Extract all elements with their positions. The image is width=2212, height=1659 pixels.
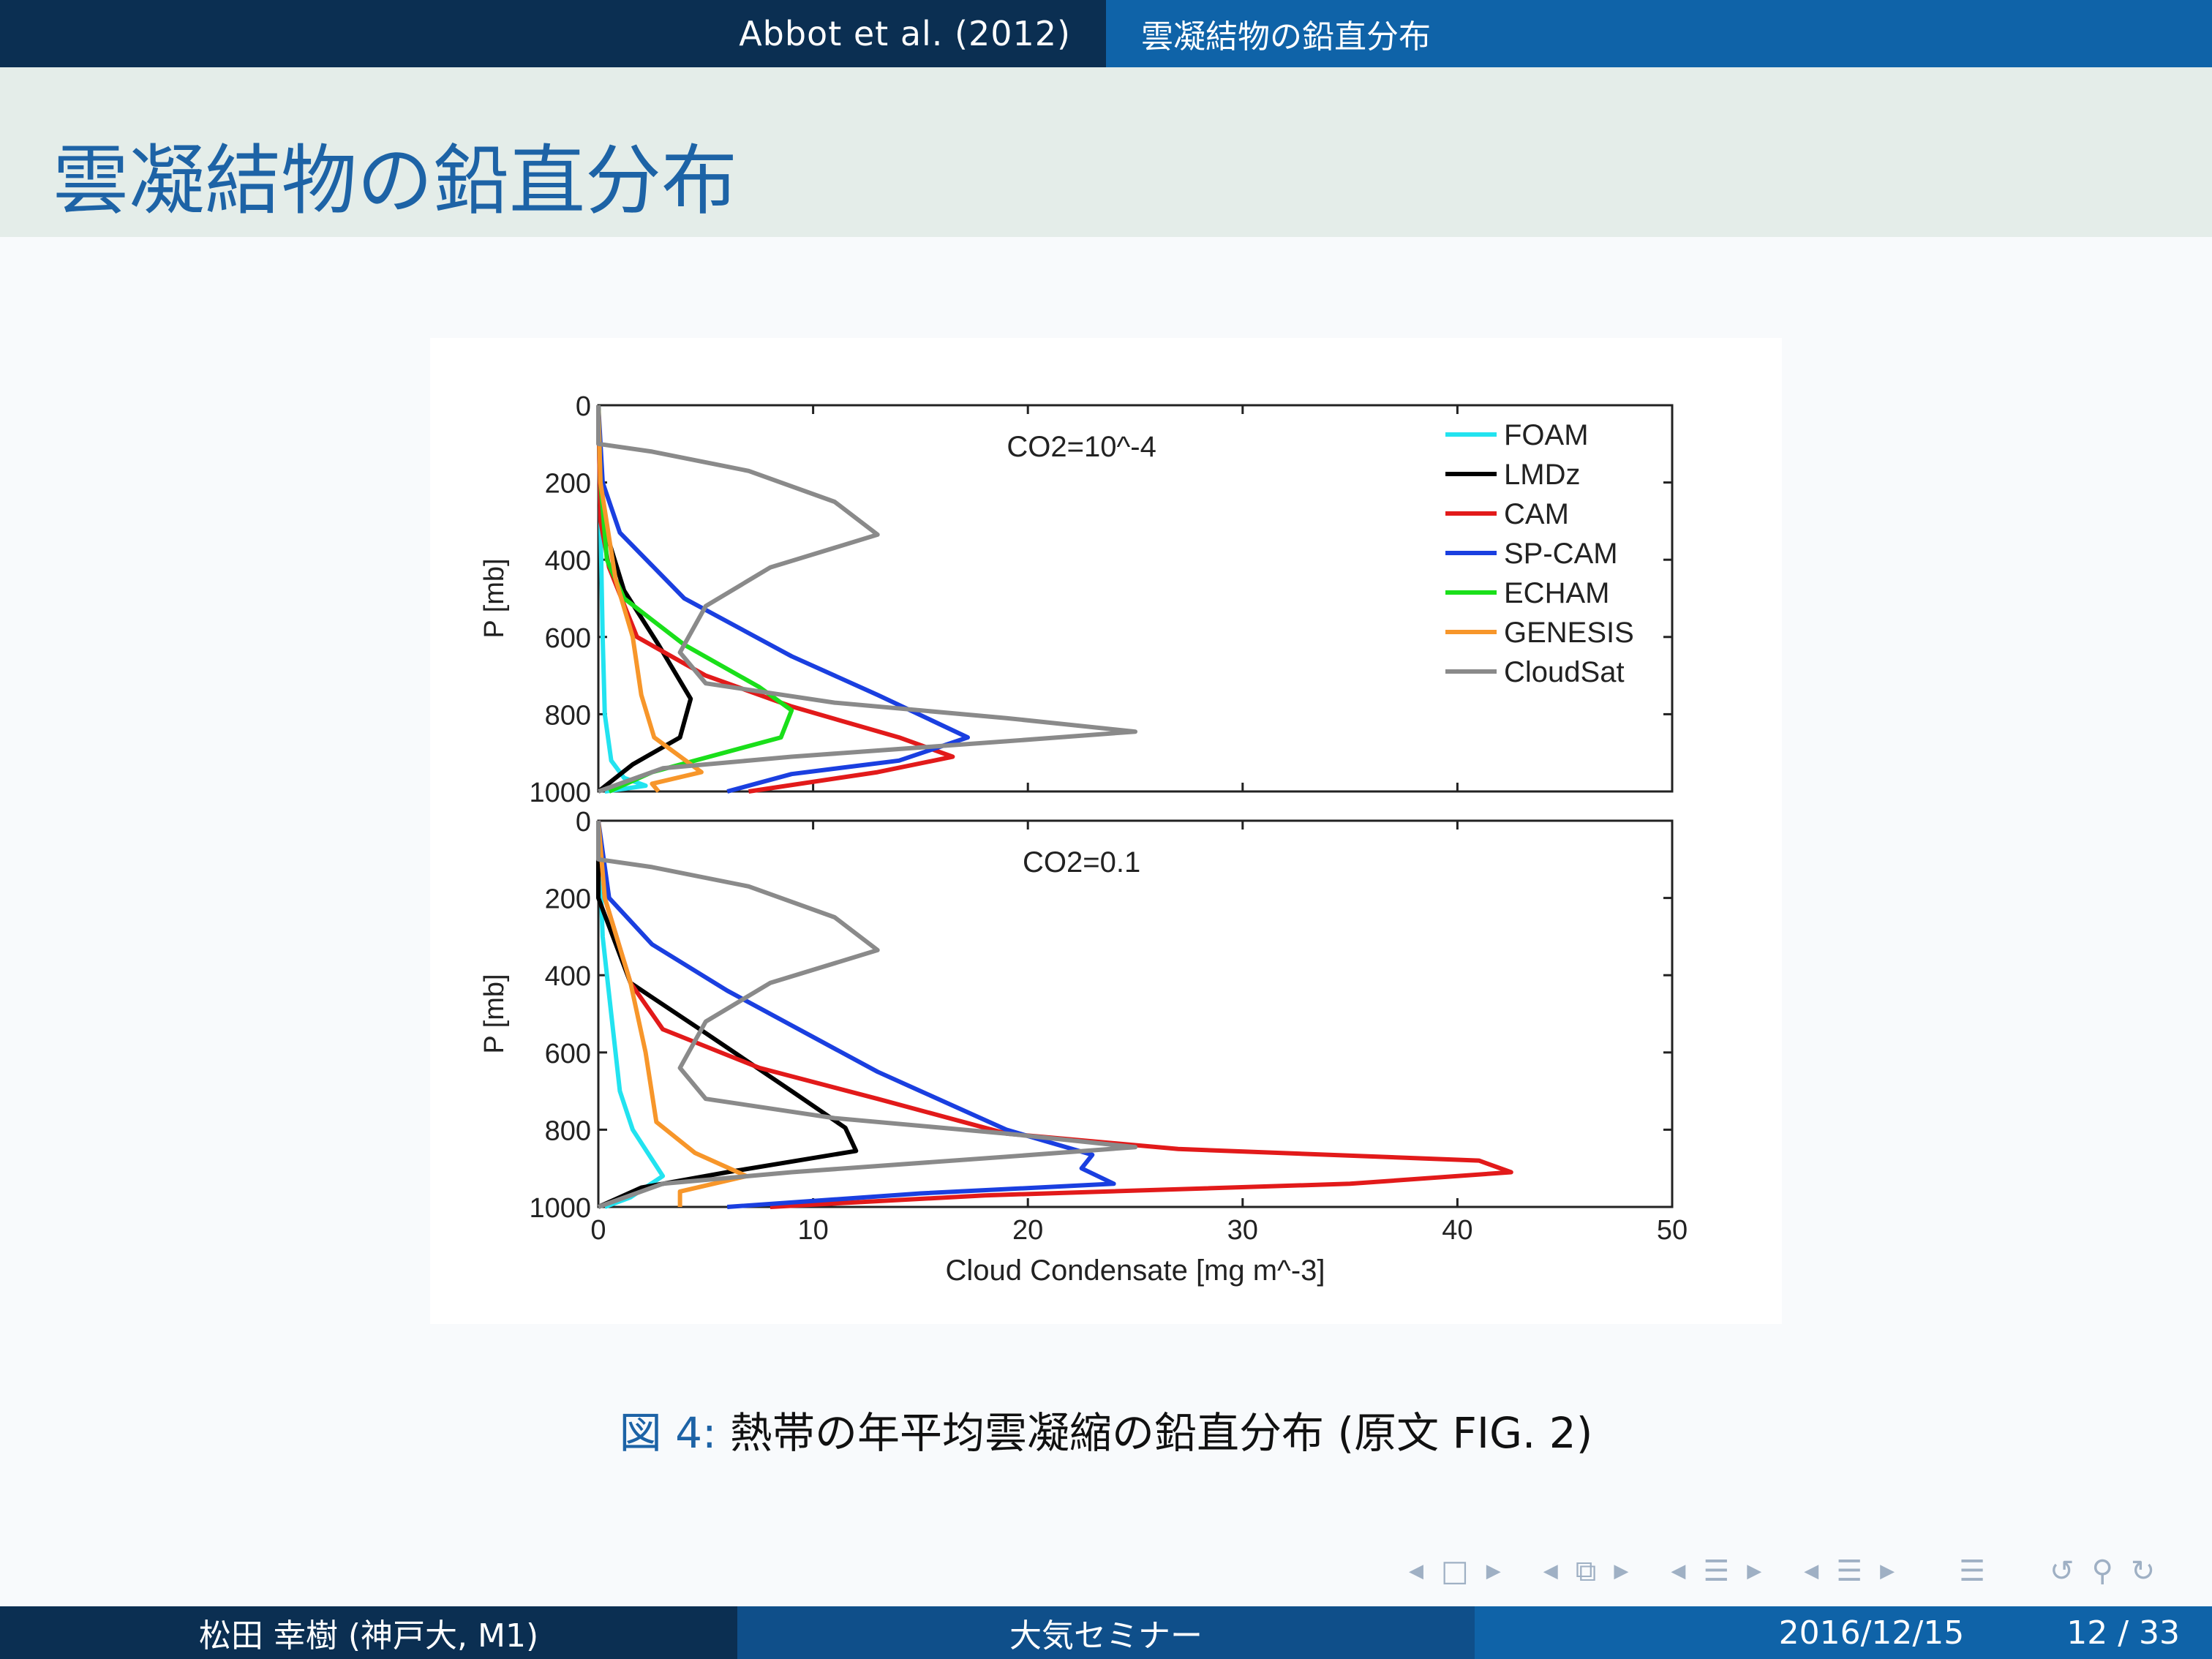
- y-tick-label: 1000: [529, 778, 591, 808]
- legend-label: CloudSat: [1504, 656, 1625, 688]
- footer-page-number: 12 / 33: [2066, 1614, 2180, 1652]
- header-bar: Abbot et al. (2012) 雲凝結物の鉛直分布: [0, 0, 2212, 67]
- nav-right-arrow-icon[interactable]: ▶: [1747, 1560, 1762, 1582]
- footer-bar: 松田 幸樹 (神戸大, M1) 大気セミナー 2016/12/15 12 / 3…: [0, 1606, 2212, 1659]
- footer-event[interactable]: 大気セミナー: [1009, 1617, 1203, 1655]
- figure-caption: 図 4: 熱帯の年平均雲凝縮の鉛直分布 (原文 FIG. 2): [0, 1399, 2212, 1460]
- y-tick-label: 400: [545, 961, 591, 992]
- y-axis-label: P [mb]: [479, 974, 510, 1053]
- y-tick-label: 0: [576, 807, 591, 838]
- nav-left-arrow-icon[interactable]: ◀: [1804, 1560, 1819, 1582]
- legend-label: LMDz: [1504, 459, 1580, 491]
- nav-section-icon[interactable]: ☰: [1703, 1554, 1730, 1588]
- y-tick-label: 200: [545, 884, 591, 915]
- y-tick-label: 600: [545, 623, 591, 654]
- panel-annotation: CO2=10^-4: [1007, 431, 1156, 463]
- series-line-genesis: [596, 820, 749, 1207]
- legend-label: CAM: [1504, 498, 1569, 530]
- nav-left-arrow-icon[interactable]: ◀: [1543, 1560, 1558, 1582]
- header-left-section: Abbot et al. (2012): [0, 0, 1106, 67]
- nav-left-arrow-icon[interactable]: ◀: [1671, 1560, 1686, 1582]
- x-tick-label: 50: [1657, 1215, 1688, 1246]
- x-tick-label: 40: [1442, 1215, 1472, 1246]
- header-section-title[interactable]: 雲凝結物の鉛直分布: [1141, 18, 1431, 56]
- series-line-cam: [596, 820, 1513, 1209]
- nav-subsection-icon[interactable]: ⧉: [1575, 1554, 1597, 1588]
- series-line-cloudsat: [596, 405, 1137, 794]
- nav-right-arrow-icon[interactable]: ▶: [1614, 1560, 1629, 1582]
- nav-frame-icon[interactable]: □: [1441, 1554, 1469, 1588]
- nav-section-icon[interactable]: ☰: [1836, 1554, 1863, 1588]
- y-tick-label: 800: [545, 700, 591, 731]
- nav-left-arrow-icon[interactable]: ◀: [1409, 1560, 1423, 1582]
- x-tick-label: 10: [797, 1215, 828, 1246]
- footer-date-section: 2016/12/15 12 / 33: [1475, 1606, 2212, 1659]
- nav-toc-icon[interactable]: ☰: [1959, 1554, 1985, 1588]
- nav-search-icon[interactable]: ⚲: [2091, 1554, 2113, 1588]
- y-tick-label: 400: [545, 546, 591, 576]
- x-axis-label: Cloud Condensate [mg m^-3]: [945, 1254, 1325, 1287]
- y-axis-label: P [mb]: [479, 558, 510, 638]
- x-tick-label: 0: [590, 1215, 606, 1246]
- footer-date: 2016/12/15: [1778, 1614, 1965, 1652]
- header-right-section: 雲凝結物の鉛直分布: [1106, 0, 2212, 67]
- legend-label: GENESIS: [1504, 617, 1634, 649]
- footer-author[interactable]: 松田 幸樹 (神戸大, M1): [198, 1617, 539, 1655]
- x-tick-label: 20: [1012, 1215, 1043, 1246]
- footer-author-section: 松田 幸樹 (神戸大, M1): [0, 1606, 737, 1659]
- legend-label: SP-CAM: [1504, 538, 1618, 570]
- series-line-cloudsat: [596, 821, 1137, 1209]
- footer-event-section: 大気セミナー: [737, 1606, 1475, 1659]
- y-tick-label: 200: [545, 469, 591, 500]
- panel-annotation: CO2=0.1: [1023, 846, 1140, 879]
- plot-frame: [597, 819, 1674, 1208]
- y-tick-label: 600: [545, 1039, 591, 1069]
- y-tick-label: 800: [545, 1116, 591, 1146]
- y-tick-label: 1000: [529, 1193, 591, 1224]
- header-paper-reference[interactable]: Abbot et al. (2012): [739, 14, 1071, 53]
- caption-text: 熱帯の年平均雲凝縮の鉛直分布 (原文 FIG. 2): [730, 1408, 1593, 1458]
- series-line-foam: [596, 405, 648, 794]
- nav-forward-icon[interactable]: ↻: [2130, 1554, 2156, 1588]
- frame-title: 雲凝結物の鉛直分布: [53, 136, 738, 225]
- series-line-echam: [596, 405, 794, 794]
- navigation-symbols: ◀ □ ▶ ◀ ⧉ ▶ ◀ ☰ ▶ ◀ ☰ ▶ ☰ ↺ ⚲ ↻: [1409, 1554, 2155, 1589]
- legend-label: FOAM: [1504, 419, 1589, 451]
- x-tick-label: 30: [1227, 1215, 1258, 1246]
- legend-label: ECHAM: [1504, 577, 1609, 609]
- plot-frame: [597, 404, 1674, 793]
- series-line-lmdz: [596, 405, 693, 794]
- nav-right-arrow-icon[interactable]: ▶: [1880, 1560, 1895, 1582]
- figure: 0 200 400 600 800 1000 P [mb] CO2=10^-4 FOAM LMDz…: [430, 338, 1782, 1324]
- y-tick-label: 0: [576, 391, 591, 422]
- nav-back-icon[interactable]: ↺: [2049, 1554, 2074, 1588]
- nav-right-arrow-icon[interactable]: ▶: [1486, 1560, 1501, 1582]
- frame-title-bar: 雲凝結物の鉛直分布: [0, 67, 2212, 237]
- series-line-genesis: [596, 405, 704, 793]
- caption-label: 図 4:: [619, 1408, 717, 1458]
- series-line-sp-cam: [596, 405, 970, 794]
- series-line-sp-cam: [596, 820, 1116, 1209]
